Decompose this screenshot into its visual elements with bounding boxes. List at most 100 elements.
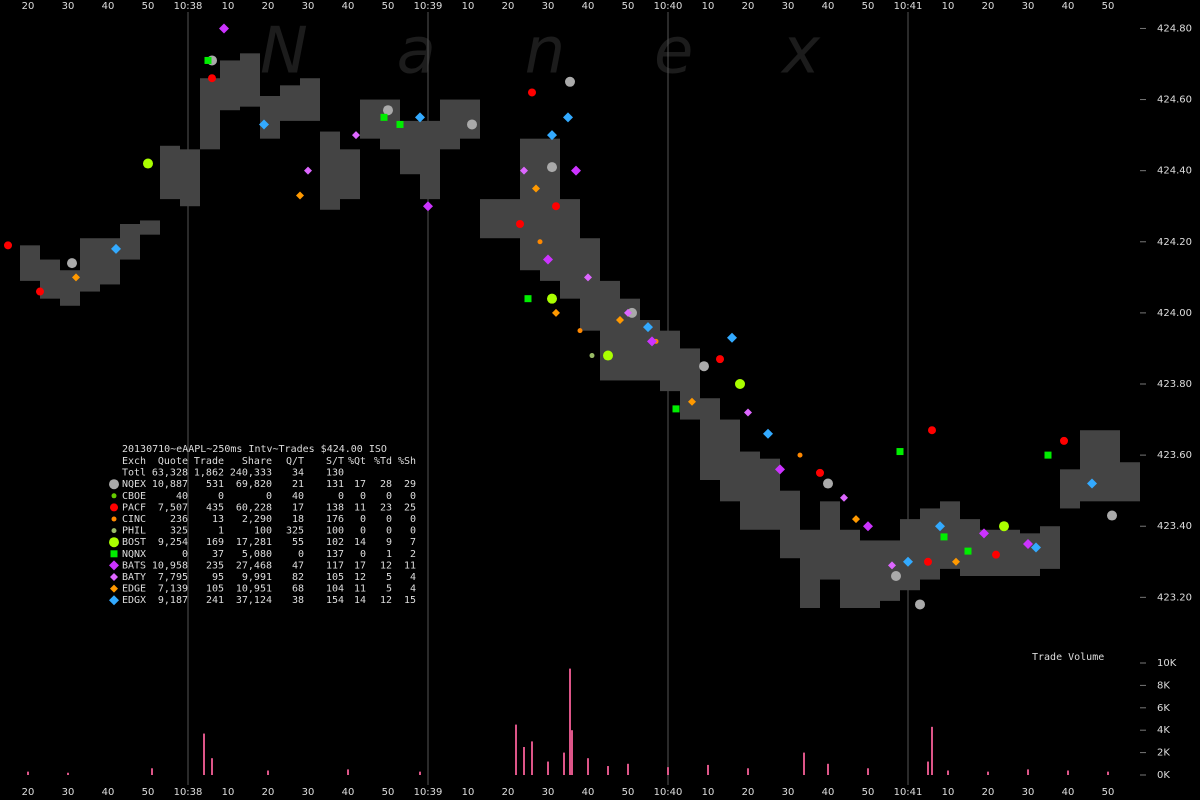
x-tick-label: 40 [102, 787, 115, 798]
x-tick-label: 20 [742, 787, 755, 798]
x-tick-label: 20 [262, 787, 275, 798]
table-cell: 137 [326, 549, 344, 560]
quote-band [800, 529, 820, 608]
table-cell: 37,124 [236, 595, 272, 606]
table-cell: 0 [360, 514, 366, 525]
table-cell: 0 [218, 491, 224, 502]
trade-point [896, 448, 904, 456]
volume-bar [707, 764, 709, 775]
table-cell: 100 [254, 526, 272, 537]
table-cell: 236 [170, 514, 188, 525]
trade-point [979, 528, 989, 539]
x-tick-label: 40 [1062, 1, 1075, 12]
x-tick-label: 10:41 [894, 787, 923, 798]
trade-point [775, 464, 785, 475]
table-cell: 95 [212, 572, 224, 583]
table-cell: 12 [380, 595, 392, 606]
table-cell: 100 [326, 526, 344, 537]
volume-bar [987, 771, 989, 775]
x-tick-label: 40 [342, 787, 355, 798]
table-cell: 11 [354, 584, 366, 595]
table-cell: 241 [206, 595, 224, 606]
legend-marker [111, 528, 117, 534]
y-tick-label: 424.40 [1157, 166, 1192, 177]
trade-point [36, 287, 44, 296]
x-tick-label: 20 [742, 1, 755, 12]
volume-bar [211, 758, 213, 775]
table-cell: 21 [292, 479, 304, 490]
volume-tick-label: 0K [1157, 770, 1170, 781]
trade-point [816, 468, 824, 477]
trade-point [992, 550, 1000, 559]
table-cell: 47 [292, 560, 304, 571]
table-cell: 0 [360, 491, 366, 502]
x-tick-label: 20 [22, 1, 35, 12]
quote-band [540, 138, 560, 281]
trade-point [940, 533, 948, 541]
quote-band [940, 501, 960, 569]
volume-bar [1067, 770, 1069, 775]
table-cell: 0 [410, 491, 416, 502]
trade-point [415, 112, 425, 123]
quote-band [200, 78, 220, 150]
volume-bar [547, 761, 549, 775]
trade-point [565, 76, 575, 87]
y-tick-label: 424.20 [1157, 237, 1192, 248]
trade-point [624, 308, 632, 317]
x-tick-label: 20 [502, 1, 515, 12]
trade-point [888, 561, 896, 570]
x-tick-label: 30 [302, 787, 315, 798]
trade-point [603, 350, 613, 361]
table-cell: 7,795 [158, 572, 188, 583]
quote-band [320, 131, 340, 210]
quote-band [20, 245, 40, 281]
x-tick-label: 10:41 [894, 1, 923, 12]
quote-band [840, 529, 860, 608]
volume-bar [419, 771, 421, 775]
quote-band [340, 149, 360, 200]
table-cell: EDGX [122, 595, 146, 606]
x-tick-label: 10:38 [174, 787, 203, 798]
table-cell: 25 [404, 502, 416, 513]
table-cell: 4 [410, 584, 416, 595]
quote-band [1000, 529, 1020, 576]
trade-point [852, 515, 860, 524]
trade-point [1087, 478, 1097, 489]
table-cell: %Sh [398, 456, 416, 467]
table-cell: 0 [360, 549, 366, 560]
volume-title: Trade Volume [1032, 652, 1104, 663]
table-cell: S/T [326, 456, 344, 467]
trade-point [840, 493, 848, 502]
table-cell: 4 [410, 572, 416, 583]
quote-band [700, 398, 720, 480]
volume-bar [203, 733, 205, 775]
trade-point [552, 308, 560, 317]
volume-bar [67, 772, 69, 775]
trade-point [520, 166, 528, 175]
x-tick-label: 30 [1022, 1, 1035, 12]
y-tick-label: 423.20 [1157, 592, 1192, 603]
table-cell: 325 [286, 526, 304, 537]
x-tick-label: 40 [822, 787, 835, 798]
table-cell: 14 [354, 595, 366, 606]
watermark: N a n e x [260, 15, 821, 89]
volume-bar [867, 768, 869, 775]
quote-band [1020, 533, 1040, 576]
x-tick-label: 40 [582, 1, 595, 12]
table-cell: 0 [360, 526, 366, 537]
quote-band [1040, 526, 1060, 569]
trade-point [396, 120, 404, 128]
quote-band [120, 224, 140, 260]
legend-marker [109, 479, 119, 490]
quote-band [600, 280, 620, 381]
table-cell: BATY [122, 572, 146, 583]
x-tick-label: 50 [382, 787, 395, 798]
trade-point [204, 56, 212, 64]
trade-point [999, 521, 1009, 532]
trade-point [552, 202, 560, 211]
legend-marker [110, 584, 118, 593]
legend-marker [110, 550, 118, 558]
table-cell: 12 [380, 560, 392, 571]
volume-bar [569, 668, 571, 775]
